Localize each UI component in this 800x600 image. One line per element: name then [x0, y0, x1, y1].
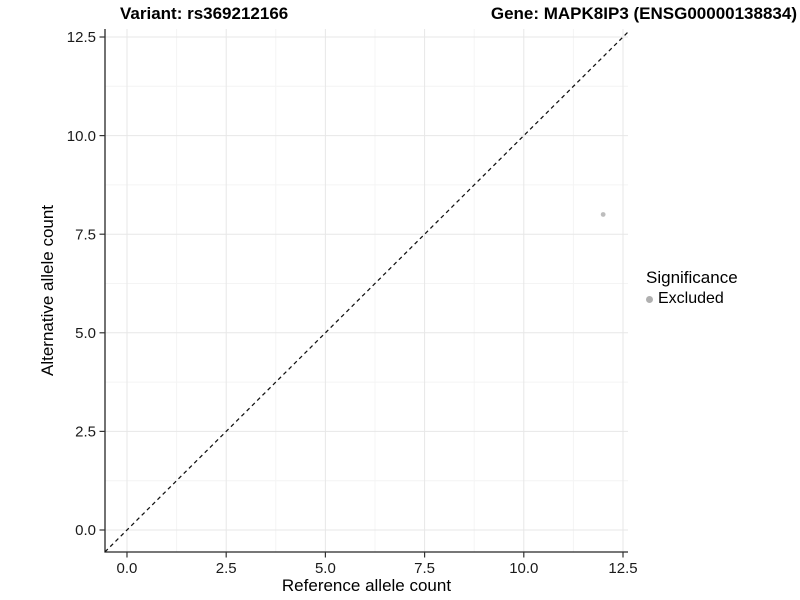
plot-title-variant: Variant: rs369212166	[120, 4, 289, 23]
y-tick-label: 5.0	[75, 325, 96, 342]
axis-lines	[104, 29, 628, 553]
x-tick-label: 5.0	[315, 560, 336, 577]
x-tick-label: 0.0	[117, 560, 138, 577]
identity-line	[104, 31, 629, 553]
y-tick-label: 7.5	[75, 226, 96, 243]
legend: Significance Excluded	[646, 268, 738, 308]
y-tick-label: 0.0	[75, 522, 96, 539]
legend-item-label: Excluded	[658, 290, 724, 307]
x-tick-label: 2.5	[216, 560, 237, 577]
legend-point-icon	[646, 295, 653, 303]
y-tick-label: 2.5	[75, 424, 96, 441]
plot-title-gene: Gene: MAPK8IP3 (ENSG00000138834)	[490, 4, 797, 23]
legend-title: Significance	[646, 268, 738, 287]
y-tick-label: 12.5	[67, 29, 96, 46]
x-axis-title: Reference allele count	[282, 576, 451, 595]
y-axis-title: Alternative allele count	[38, 205, 57, 376]
data-point	[600, 212, 606, 217]
x-tick-label: 7.5	[414, 560, 435, 577]
x-tick-label: 10.0	[509, 560, 538, 577]
legend-item-excluded: Excluded	[646, 290, 738, 308]
x-tick-label: 12.5	[608, 560, 637, 577]
y-tick-label: 10.0	[67, 128, 96, 145]
